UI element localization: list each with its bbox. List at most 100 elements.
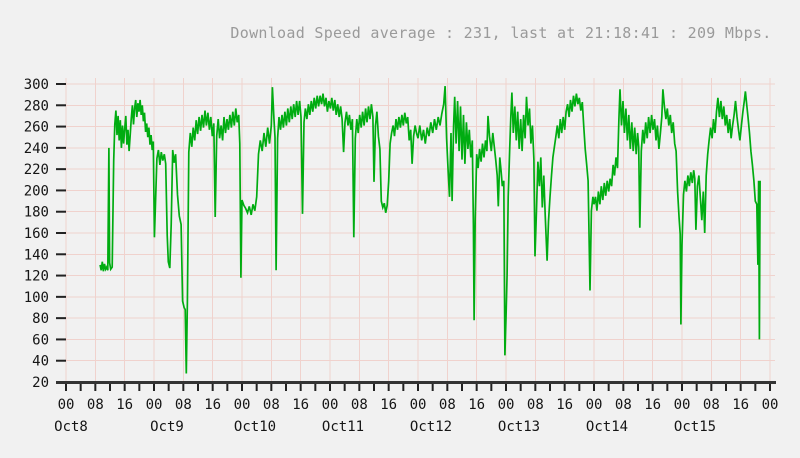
y-axis-tick: [56, 83, 66, 85]
x-axis-tick: [255, 383, 258, 391]
y-axis-tick: [56, 168, 66, 171]
y-axis-label: 140: [24, 247, 49, 263]
x-hour-label: 16: [380, 397, 397, 413]
y-axis-tick: [56, 338, 66, 341]
x-axis-tick: [739, 383, 742, 391]
y-axis-tick: [56, 359, 66, 362]
download-speed-series: [99, 86, 761, 374]
x-hour-label: 08: [351, 397, 368, 413]
y-axis-label: 220: [24, 162, 49, 178]
x-day-label: Oct10: [234, 419, 276, 435]
x-axis-tick: [123, 383, 126, 391]
x-day-label: Oct12: [410, 419, 452, 435]
x-axis-tick: [461, 383, 463, 391]
x-axis-tick: [578, 383, 581, 391]
x-axis-tick: [65, 383, 67, 391]
y-axis-label: 100: [24, 290, 49, 306]
x-day-label: Oct9: [150, 419, 184, 435]
x-hour-label: 16: [468, 397, 485, 413]
x-axis-tick: [343, 383, 346, 391]
x-axis-tick: [446, 383, 449, 391]
y-axis-tick: [56, 253, 66, 256]
x-hour-label: 16: [644, 397, 661, 413]
x-hour-label: 00: [410, 397, 427, 413]
y-axis-tick: [56, 317, 66, 320]
x-axis-tick: [725, 383, 727, 391]
y-axis-tick: [56, 189, 66, 192]
x-axis-tick: [153, 383, 155, 391]
x-hour-label: 16: [204, 397, 221, 413]
y-axis-label: 300: [24, 77, 49, 93]
x-axis-tick: [710, 383, 713, 391]
x-hour-label: 16: [116, 397, 133, 413]
x-axis-tick: [534, 383, 537, 391]
graph-title: Download Speed average : 231, last at 21…: [230, 24, 772, 42]
y-axis-label: 40: [32, 354, 49, 370]
y-axis-tick: [56, 210, 66, 213]
x-axis-tick: [769, 383, 771, 391]
x-axis-tick: [94, 383, 97, 391]
x-axis-tick: [373, 383, 375, 391]
x-hour-label: 08: [615, 397, 632, 413]
x-hour-label: 00: [586, 397, 603, 413]
y-axis-tick: [56, 104, 66, 107]
x-axis-tick: [402, 383, 405, 391]
x-day-label: Oct11: [322, 419, 364, 435]
x-axis-tick: [519, 383, 522, 391]
x-axis-tick: [197, 383, 199, 391]
x-axis-tick: [241, 383, 243, 391]
y-axis-label: 60: [32, 332, 49, 348]
x-day-label: Oct8: [54, 419, 88, 435]
x-axis-tick: [593, 383, 595, 391]
y-axis-label: 80: [32, 311, 49, 327]
x-hour-label: 00: [146, 397, 163, 413]
x-axis-tick: [695, 383, 698, 391]
x-axis-tick: [226, 383, 229, 391]
x-axis-tick: [417, 383, 419, 391]
y-axis-tick: [56, 295, 66, 298]
x-hour-label: 00: [762, 397, 779, 413]
x-axis-tick: [299, 383, 302, 391]
x-hour-label: 08: [175, 397, 192, 413]
x-axis-tick: [754, 383, 757, 391]
y-axis-tick: [56, 125, 66, 128]
x-axis-tick: [211, 383, 214, 391]
x-hour-label: 16: [292, 397, 309, 413]
x-hour-label: 00: [322, 397, 339, 413]
y-axis-label: 240: [24, 141, 49, 157]
x-axis-tick: [285, 383, 287, 391]
x-axis-tick: [387, 383, 390, 391]
x-axis-tick: [109, 383, 111, 391]
x-axis-tick: [681, 383, 683, 391]
x-axis-line: [56, 381, 776, 384]
x-axis-tick: [637, 383, 639, 391]
x-axis-tick: [563, 383, 566, 391]
x-hour-label: 00: [234, 397, 251, 413]
x-axis-tick: [270, 383, 273, 391]
x-axis-tick: [549, 383, 551, 391]
y-axis-label: 280: [24, 98, 49, 114]
x-axis-tick: [666, 383, 669, 391]
y-axis-label: 200: [24, 183, 49, 199]
x-axis-tick: [79, 383, 82, 391]
x-hour-label: 08: [703, 397, 720, 413]
x-axis-tick: [607, 383, 610, 391]
x-axis-tick: [475, 383, 478, 391]
x-hour-label: 00: [498, 397, 515, 413]
x-hour-label: 08: [439, 397, 456, 413]
y-axis-label: 180: [24, 205, 49, 221]
x-hour-label: 08: [527, 397, 544, 413]
x-hour-label: 16: [556, 397, 573, 413]
x-hour-label: 16: [732, 397, 749, 413]
x-axis-tick: [167, 383, 170, 391]
x-axis-tick: [431, 383, 434, 391]
x-day-label: Oct13: [498, 419, 540, 435]
x-axis-tick: [182, 383, 185, 391]
x-day-label: Oct14: [586, 419, 628, 435]
y-axis-label: 260: [24, 120, 49, 136]
x-axis-tick: [314, 383, 317, 391]
y-axis-label: 160: [24, 226, 49, 242]
y-axis-label: 120: [24, 269, 49, 285]
x-day-label: Oct15: [674, 419, 716, 435]
